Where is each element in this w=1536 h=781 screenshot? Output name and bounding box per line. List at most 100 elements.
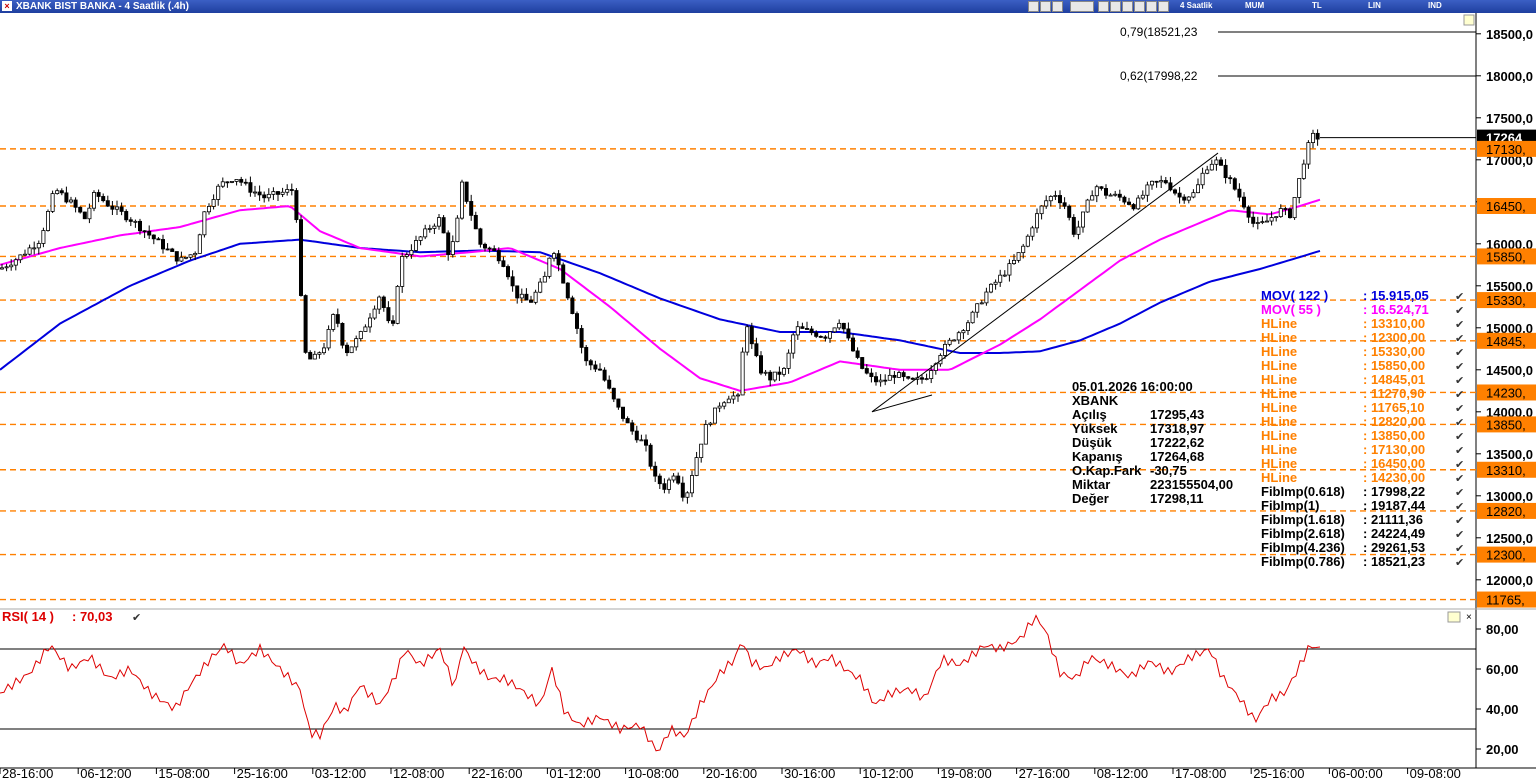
toolbar-indicator-button[interactable]: IND	[1428, 1, 1442, 10]
candle[interactable]	[1099, 186, 1104, 191]
candle[interactable]	[252, 185, 257, 197]
candle[interactable]	[671, 473, 676, 483]
candle[interactable]	[1150, 180, 1155, 190]
toolbar-mini-icon[interactable]	[1052, 1, 1063, 12]
candle[interactable]	[1311, 129, 1316, 149]
candle[interactable]	[1085, 198, 1090, 213]
candle[interactable]	[188, 254, 193, 260]
candle[interactable]	[529, 295, 534, 303]
candle[interactable]	[9, 259, 14, 271]
candle[interactable]	[552, 251, 557, 262]
candle[interactable]	[473, 211, 478, 230]
candle[interactable]	[1090, 190, 1095, 201]
legend-visibility-check-icon[interactable]: ✔	[1455, 333, 1464, 345]
toolbar-mini-icon[interactable]	[1028, 1, 1039, 12]
candle[interactable]	[777, 366, 782, 381]
legend-visibility-check-icon[interactable]: ✔	[1455, 459, 1464, 471]
candle[interactable]	[607, 375, 612, 390]
candle[interactable]	[321, 342, 326, 355]
candle[interactable]	[501, 256, 506, 268]
candle[interactable]	[128, 217, 133, 227]
candle[interactable]	[1219, 157, 1224, 166]
candle[interactable]	[878, 374, 883, 387]
candle[interactable]	[920, 374, 925, 384]
candle[interactable]	[906, 376, 911, 380]
candle[interactable]	[634, 425, 639, 443]
candle[interactable]	[846, 322, 851, 341]
legend-visibility-check-icon[interactable]: ✔	[1455, 473, 1464, 485]
toolbar-mini-icon[interactable]	[1110, 1, 1121, 12]
candle[interactable]	[50, 190, 55, 213]
candle[interactable]	[1007, 259, 1012, 282]
candle[interactable]	[648, 443, 653, 469]
candle[interactable]	[363, 324, 368, 332]
legend-visibility-check-icon[interactable]: ✔	[1455, 361, 1464, 373]
candle[interactable]	[975, 303, 980, 318]
candle[interactable]	[482, 242, 487, 252]
candle[interactable]	[731, 391, 736, 404]
candle[interactable]	[275, 191, 280, 201]
candle[interactable]	[372, 305, 377, 320]
candle[interactable]	[736, 392, 741, 402]
candle[interactable]	[82, 211, 87, 220]
candle[interactable]	[966, 320, 971, 335]
candle[interactable]	[156, 237, 161, 241]
candle[interactable]	[1076, 220, 1081, 240]
candle[interactable]	[298, 215, 303, 297]
legend-visibility-check-icon[interactable]: ✔	[1455, 347, 1464, 359]
candle[interactable]	[404, 252, 409, 259]
candle[interactable]	[892, 371, 897, 384]
candle[interactable]	[616, 398, 621, 410]
candle[interactable]	[676, 472, 681, 485]
candle[interactable]	[239, 176, 244, 186]
candle[interactable]	[749, 322, 754, 349]
candle[interactable]	[1283, 206, 1288, 216]
candle[interactable]	[1058, 190, 1063, 209]
candle[interactable]	[1274, 216, 1279, 222]
candle[interactable]	[593, 360, 598, 372]
candle[interactable]	[377, 295, 382, 315]
candle[interactable]	[32, 241, 37, 255]
candle[interactable]	[271, 187, 276, 200]
candle[interactable]	[170, 247, 175, 252]
candle[interactable]	[312, 350, 317, 360]
candle[interactable]	[1053, 190, 1058, 201]
candle[interactable]	[1035, 208, 1040, 233]
candle[interactable]	[289, 183, 294, 196]
candle[interactable]	[285, 184, 290, 196]
candle[interactable]	[533, 289, 538, 305]
candle[interactable]	[225, 181, 230, 188]
candle[interactable]	[639, 434, 644, 442]
candle[interactable]	[1062, 197, 1067, 210]
candle[interactable]	[257, 185, 262, 201]
candle[interactable]	[1186, 196, 1191, 204]
candle[interactable]	[1251, 211, 1256, 228]
candle[interactable]	[18, 254, 23, 264]
rsi-visibility-check-icon[interactable]: ✔	[132, 612, 141, 624]
candle[interactable]	[662, 478, 667, 494]
candle[interactable]	[1071, 214, 1076, 238]
candle[interactable]	[234, 179, 239, 186]
candle[interactable]	[998, 269, 1003, 287]
candle[interactable]	[436, 214, 441, 230]
candle[interactable]	[427, 224, 432, 233]
candle[interactable]	[432, 223, 437, 235]
candle[interactable]	[367, 313, 372, 333]
candle[interactable]	[133, 219, 138, 228]
candle[interactable]	[869, 368, 874, 383]
candle[interactable]	[832, 327, 837, 333]
trendline-anchor[interactable]	[871, 394, 933, 413]
candle[interactable]	[782, 366, 787, 377]
candle[interactable]	[211, 194, 216, 210]
candle[interactable]	[1306, 140, 1311, 169]
candle[interactable]	[814, 330, 819, 339]
candle[interactable]	[717, 402, 722, 413]
candle[interactable]	[220, 177, 225, 189]
rsi-pane[interactable]: 80,00 60,00 40,00 20,00 RSI( 14 ): 70,03 ✔	[0, 609, 1519, 757]
candle[interactable]	[1030, 225, 1035, 241]
candle[interactable]	[584, 345, 589, 366]
candle[interactable]	[823, 335, 828, 342]
candle[interactable]	[1122, 195, 1127, 205]
candle[interactable]	[64, 186, 69, 204]
candle[interactable]	[1209, 159, 1214, 171]
